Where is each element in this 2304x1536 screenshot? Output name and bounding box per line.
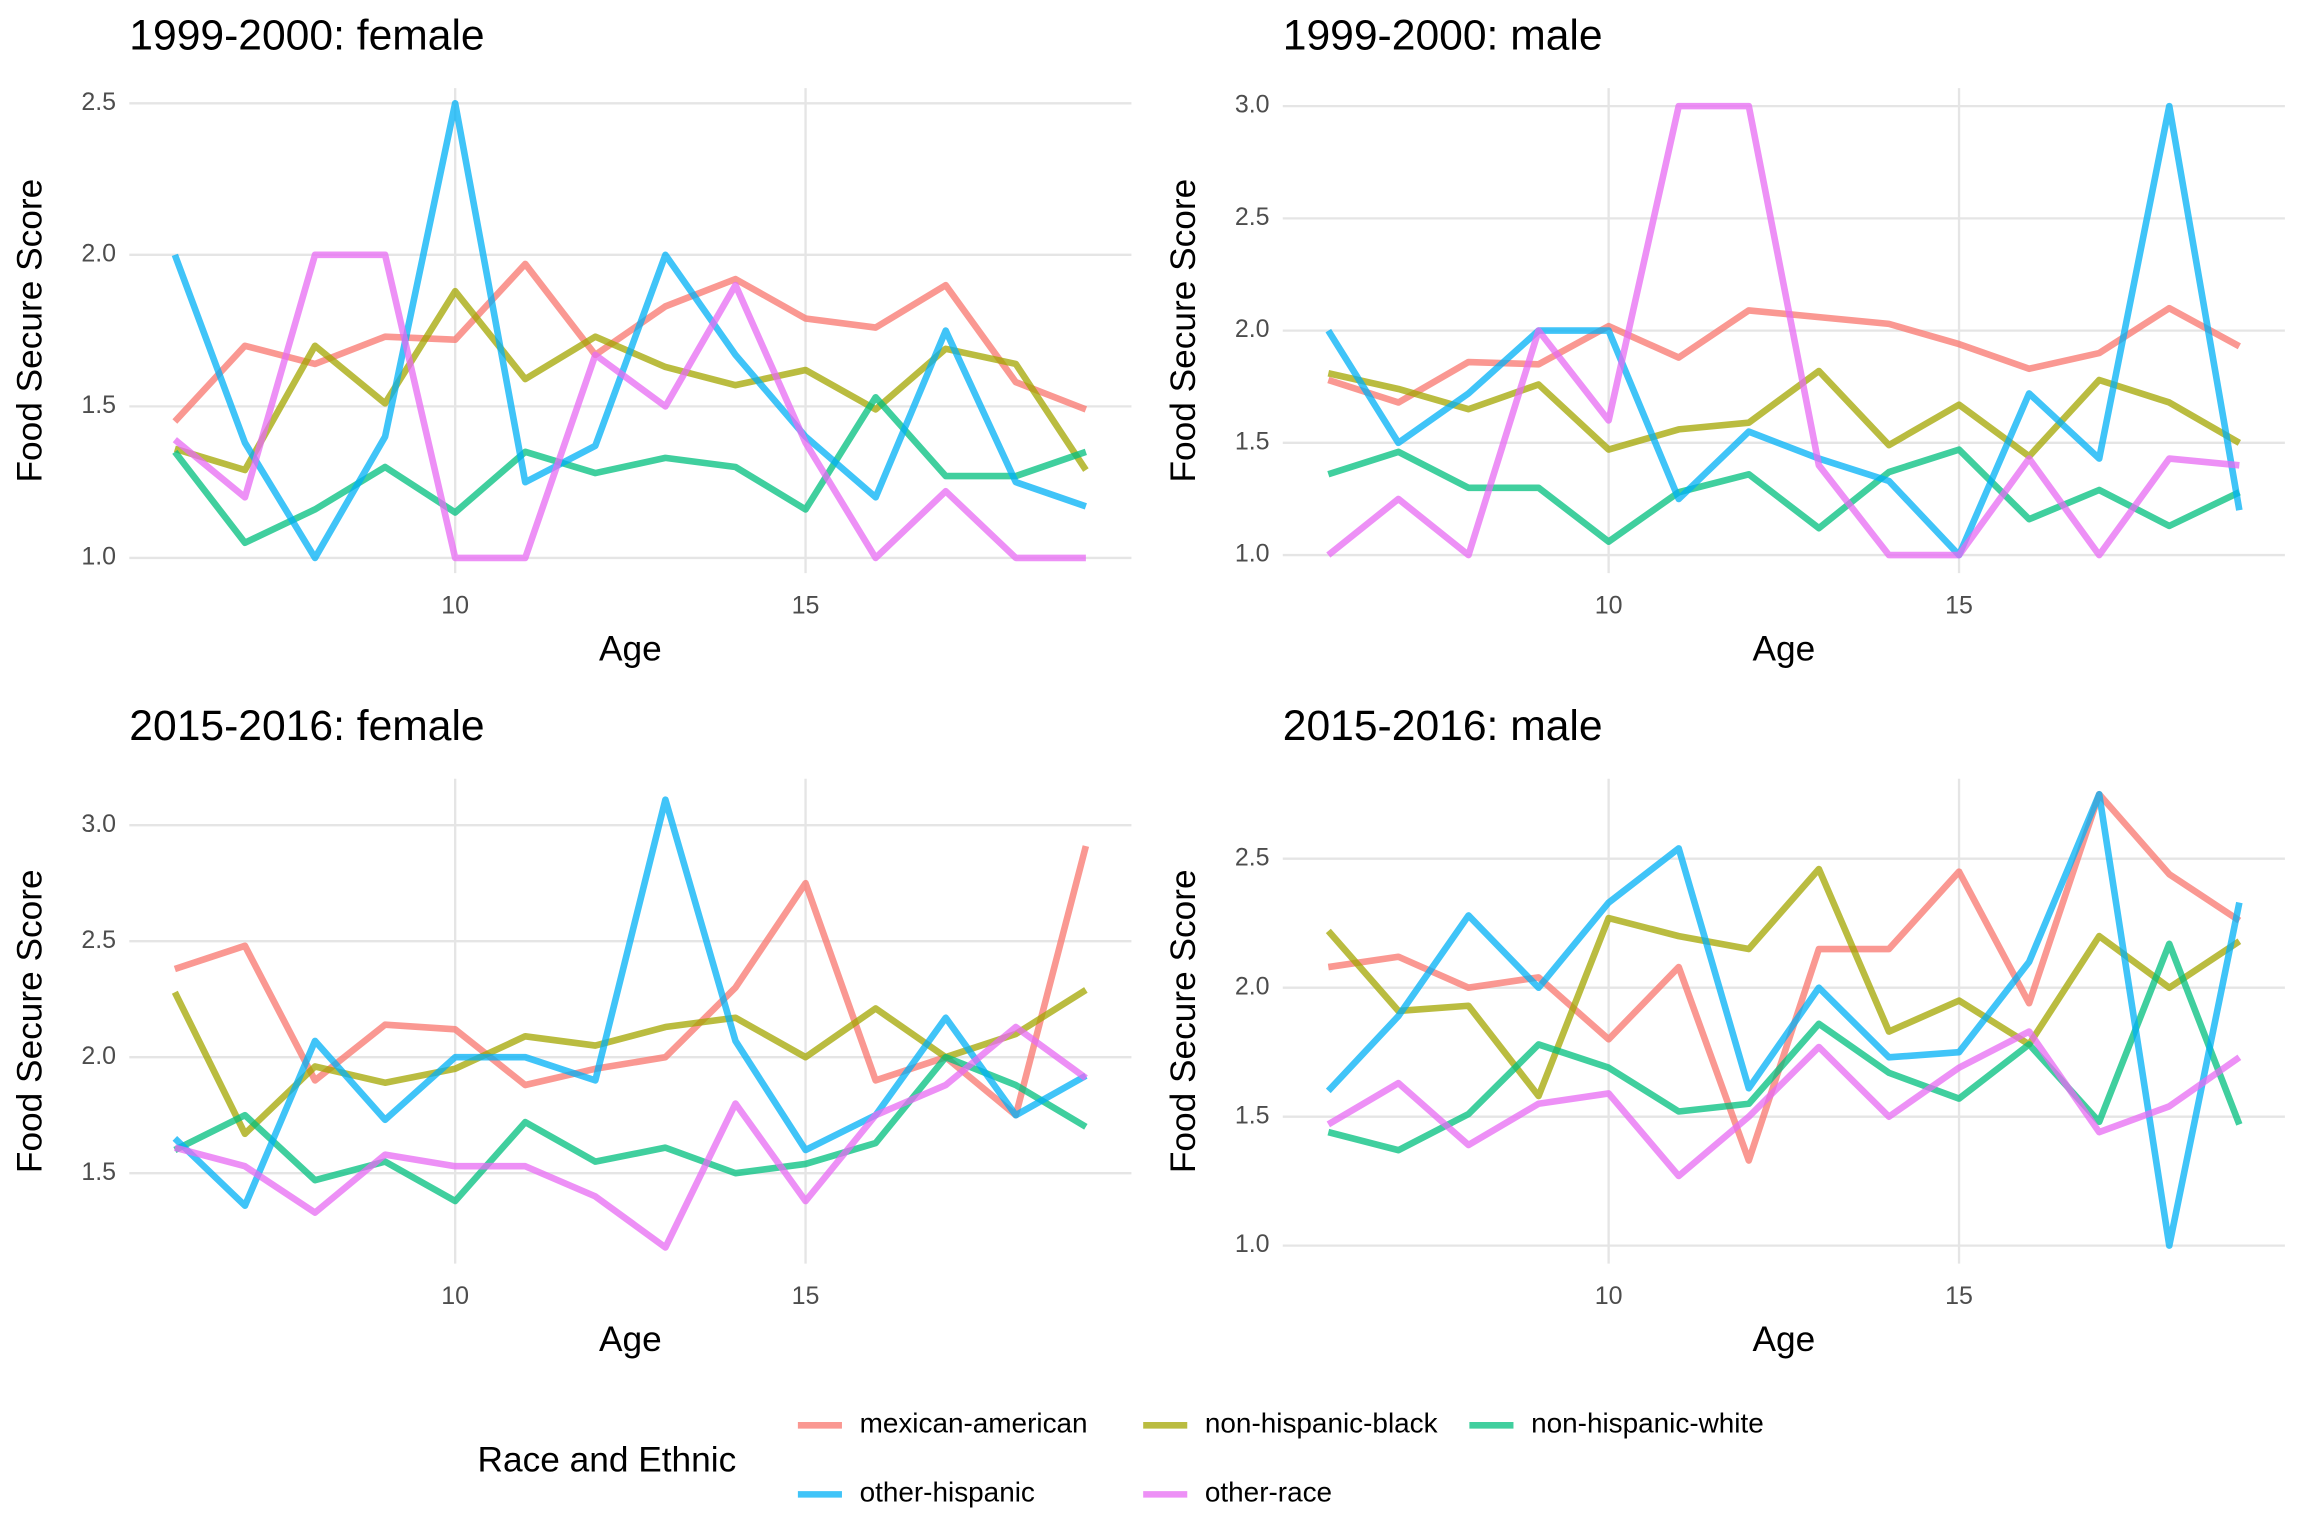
- series-line: [1326, 1028, 2242, 1180]
- y-axis-label: Food Secure Score: [1164, 179, 1203, 483]
- legend-label: non-hispanic-white: [1531, 1408, 1764, 1439]
- y-tick-label: 1.0: [1235, 540, 1270, 568]
- x-tick-label: 15: [792, 1282, 820, 1310]
- legend-title: Race and Ethnic: [478, 1440, 737, 1479]
- y-tick-label: 1.5: [1235, 427, 1270, 455]
- x-tick-label: 15: [792, 591, 820, 619]
- series-line: [1325, 790, 2243, 1249]
- series-line: [1327, 367, 2241, 460]
- y-tick-label: 1.5: [81, 391, 116, 419]
- y-tick-label: 1.0: [81, 543, 116, 571]
- series-line: [1327, 940, 2243, 1154]
- series-line: [172, 796, 1088, 1209]
- series-line: [1325, 102, 2243, 559]
- x-axis-label: Age: [1752, 1320, 1815, 1359]
- y-tick-label: 2.5: [81, 926, 116, 954]
- x-axis-label: Age: [599, 629, 662, 668]
- legend-label: mexican-american: [860, 1408, 1088, 1439]
- series-line: [1325, 865, 2242, 1100]
- x-tick-label: 10: [1595, 1282, 1623, 1310]
- series-line: [173, 845, 1090, 1119]
- x-axis-label: Age: [599, 1320, 662, 1359]
- y-axis-label: Food Secure Score: [11, 869, 50, 1173]
- series-line: [174, 1023, 1088, 1251]
- series-line: [1326, 102, 2240, 559]
- x-tick-label: 10: [441, 1282, 469, 1310]
- panel-title: 1999-2000: male: [1283, 11, 1603, 59]
- x-axis-label: Age: [1752, 629, 1815, 668]
- x-tick-label: 10: [1595, 591, 1623, 619]
- y-tick-label: 2.0: [1235, 315, 1270, 343]
- legend-label: non-hispanic-black: [1205, 1408, 1438, 1439]
- y-axis-label: Food Secure Score: [11, 179, 50, 483]
- y-tick-label: 3.0: [81, 810, 116, 838]
- y-tick-label: 2.5: [1235, 843, 1270, 871]
- y-tick-label: 2.5: [81, 88, 116, 116]
- series-line: [173, 1053, 1088, 1205]
- series-line: [1327, 304, 2241, 406]
- y-tick-label: 1.5: [81, 1158, 116, 1186]
- x-tick-label: 15: [1945, 1282, 1973, 1310]
- panel-title: 2015-2016: male: [1283, 702, 1603, 750]
- series-line: [171, 987, 1088, 1138]
- x-tick-label: 10: [441, 591, 469, 619]
- y-tick-label: 3.0: [1235, 91, 1270, 119]
- panel-title: 1999-2000: female: [129, 11, 484, 59]
- y-tick-label: 1.0: [1235, 1230, 1270, 1258]
- series-line: [171, 100, 1087, 562]
- legend-label: other-race: [1205, 1477, 1332, 1508]
- legend-label: other-hispanic: [860, 1477, 1035, 1508]
- panel-title: 2015-2016: female: [129, 702, 484, 750]
- y-tick-label: 1.5: [1235, 1101, 1270, 1129]
- y-tick-label: 2.0: [81, 1042, 116, 1070]
- y-tick-label: 2.0: [81, 239, 116, 267]
- y-axis-label: Food Secure Score: [1164, 869, 1203, 1173]
- y-tick-label: 2.5: [1235, 203, 1270, 231]
- series-line: [1327, 446, 2241, 545]
- x-tick-label: 15: [1945, 591, 1973, 619]
- series-line: [172, 251, 1086, 562]
- y-tick-label: 2.0: [1235, 972, 1270, 1000]
- series-line: [172, 393, 1087, 547]
